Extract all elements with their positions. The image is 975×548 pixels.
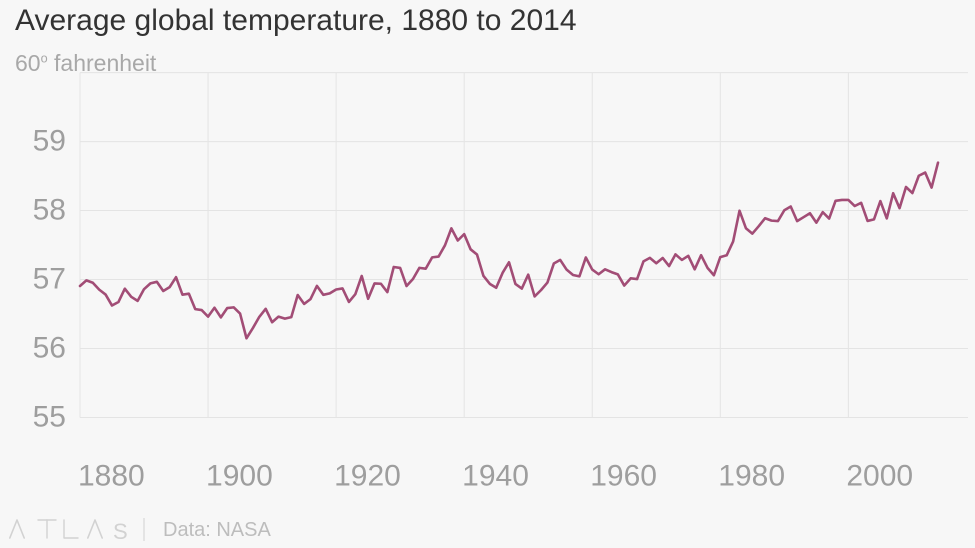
svg-text:1920: 1920	[334, 460, 401, 493]
svg-text:1940: 1940	[462, 460, 529, 493]
svg-text:1900: 1900	[206, 460, 273, 493]
svg-text:Data: NASA: Data: NASA	[163, 519, 271, 541]
svg-text:S: S	[113, 519, 128, 544]
svg-text:55: 55	[33, 401, 66, 434]
svg-text:58: 58	[33, 194, 66, 227]
svg-text:1960: 1960	[590, 460, 657, 493]
svg-text:57: 57	[33, 263, 66, 296]
svg-text:1880: 1880	[78, 460, 145, 493]
svg-text:56: 56	[33, 332, 66, 365]
svg-text:2000: 2000	[846, 460, 913, 493]
svg-text:1980: 1980	[718, 460, 785, 493]
svg-text:59: 59	[33, 125, 66, 158]
